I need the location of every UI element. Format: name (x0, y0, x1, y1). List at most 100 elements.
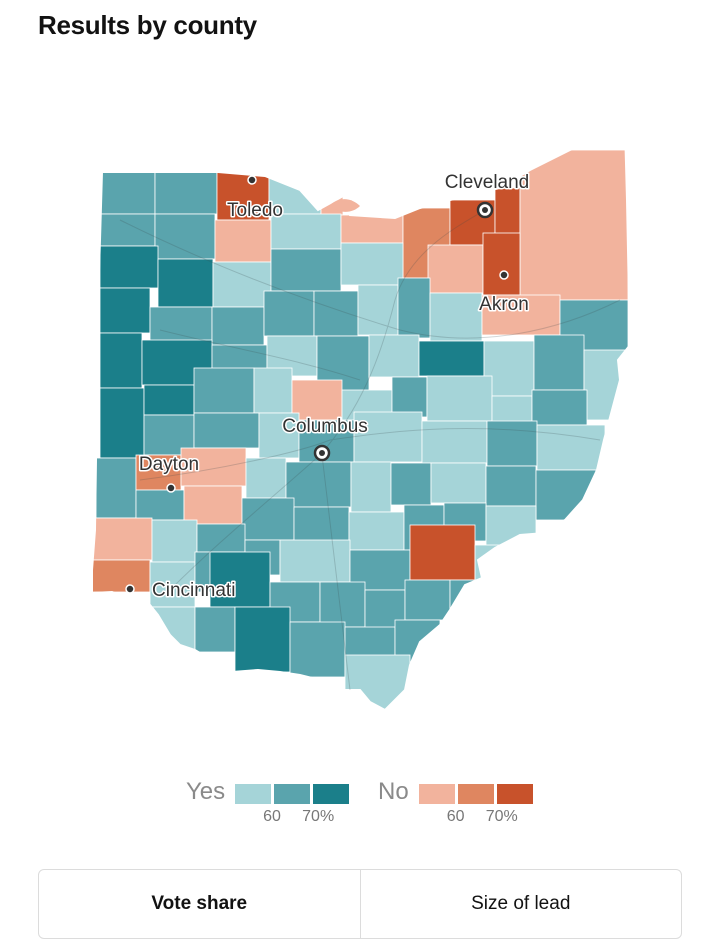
county-95[interactable] (194, 606, 236, 653)
county-62[interactable] (245, 457, 287, 499)
columbus-marker-dot (319, 450, 325, 456)
ohio-county-map-svg: Toledo Cleveland Akron Columbus Dayton Cincin… (91, 125, 632, 712)
legend-yes-label: Yes (186, 778, 226, 805)
county-16[interactable] (212, 261, 272, 308)
akron-marker-dot (499, 270, 509, 280)
county-13[interactable] (519, 149, 629, 301)
county-31[interactable] (99, 332, 143, 389)
legend-yes-swatch-light (235, 784, 272, 804)
legend-no-tick-60: 60 (446, 808, 465, 825)
county-63[interactable] (285, 461, 352, 508)
county-25[interactable] (313, 290, 359, 337)
dayton-label: Dayton (139, 454, 199, 475)
county-67[interactable] (485, 465, 537, 507)
cincinnati-marker-dot (125, 584, 135, 594)
legend-yes-swatches: 60 70% (235, 778, 350, 825)
county-17[interactable] (270, 248, 342, 292)
lake-erie-islands (330, 199, 360, 212)
county-50[interactable] (531, 389, 588, 426)
county-45[interactable] (291, 379, 343, 421)
county-map: Toledo Cleveland Akron Columbus Dayton Cincin… (0, 110, 720, 730)
county-48[interactable] (426, 375, 493, 422)
county-81[interactable] (279, 539, 351, 583)
page-title: Results by county (38, 10, 257, 40)
county-43[interactable] (193, 367, 255, 414)
county-85[interactable] (92, 559, 151, 593)
county-29[interactable] (481, 294, 561, 336)
county-68[interactable] (535, 469, 597, 521)
akron-label: Akron (479, 294, 529, 315)
county-39[interactable] (533, 334, 585, 391)
legend-no-tick-70: 70% (485, 808, 518, 825)
county-73[interactable] (348, 511, 405, 551)
county-18[interactable] (340, 242, 404, 286)
toledo-label: Toledo (227, 200, 283, 221)
county-86[interactable] (149, 561, 196, 608)
county-83[interactable] (409, 524, 476, 581)
county-15[interactable] (157, 258, 214, 308)
county-66[interactable] (430, 462, 487, 504)
county-90[interactable] (319, 581, 366, 628)
county-41[interactable] (99, 387, 145, 459)
metric-toggle: Vote share Size of lead (38, 869, 682, 939)
county-19[interactable] (427, 244, 484, 294)
cincinnati-label: Cincinnati (152, 580, 235, 601)
dayton-marker-dot (166, 483, 176, 493)
county-77[interactable] (92, 517, 153, 561)
legend-yes: Yes 60 70% (186, 778, 350, 825)
legend-no: No 60 70% (378, 778, 533, 825)
county-59[interactable] (95, 457, 137, 519)
county-1[interactable] (154, 171, 218, 215)
county-20[interactable] (482, 232, 521, 296)
county-27[interactable] (397, 277, 431, 339)
legend-no-label: No (378, 778, 409, 805)
cleveland-label: Cleveland (445, 172, 530, 193)
county-7[interactable] (214, 219, 272, 263)
county-47[interactable] (391, 376, 428, 418)
legend-yes-tick-60: 60 (263, 808, 281, 825)
county-26[interactable] (357, 284, 399, 336)
toggle-divider (359, 870, 361, 938)
county-8[interactable] (270, 213, 342, 250)
county-57[interactable] (486, 420, 538, 467)
county-100[interactable] (344, 654, 411, 710)
county-78[interactable] (151, 519, 198, 563)
county-96[interactable] (234, 606, 291, 673)
county-64[interactable] (350, 461, 392, 513)
county-92[interactable] (404, 579, 451, 621)
county-0[interactable] (99, 171, 156, 215)
county-65[interactable] (390, 462, 432, 506)
county-23[interactable] (211, 306, 265, 346)
county-9[interactable] (340, 214, 404, 244)
county-24[interactable] (263, 290, 315, 337)
legend-yes-tick-70: 70% (302, 808, 335, 825)
county-5[interactable] (99, 213, 156, 247)
legend-no-swatch-mid (457, 784, 494, 804)
county-42[interactable] (143, 384, 195, 416)
county-61[interactable] (180, 447, 247, 487)
county-2[interactable] (216, 171, 270, 221)
toggle-vote-share-button[interactable]: Vote share (151, 893, 248, 914)
county-72[interactable] (293, 506, 350, 543)
county-44[interactable] (253, 367, 293, 414)
county-79[interactable] (196, 523, 246, 553)
legend-yes-swatch-dark (313, 784, 350, 804)
county-58[interactable] (536, 424, 606, 471)
toggle-size-of-lead-button[interactable]: Size of lead (471, 893, 571, 914)
county-6[interactable] (154, 213, 216, 260)
county-56[interactable] (421, 420, 488, 464)
county-14[interactable] (99, 245, 159, 289)
county-52[interactable] (193, 412, 260, 449)
cleveland-marker-dot (482, 207, 488, 213)
county-97[interactable] (289, 621, 346, 678)
legend: Yes 60 70% No 60 70% (0, 778, 720, 838)
county-69[interactable] (135, 489, 185, 521)
county-21[interactable] (99, 287, 151, 334)
county-55[interactable] (353, 411, 423, 463)
county-37[interactable] (418, 340, 485, 377)
county-36[interactable] (368, 334, 420, 378)
county-28[interactable] (429, 292, 483, 342)
county-71[interactable] (241, 497, 295, 541)
county-70[interactable] (183, 485, 243, 525)
toledo-marker-dot (247, 175, 257, 185)
